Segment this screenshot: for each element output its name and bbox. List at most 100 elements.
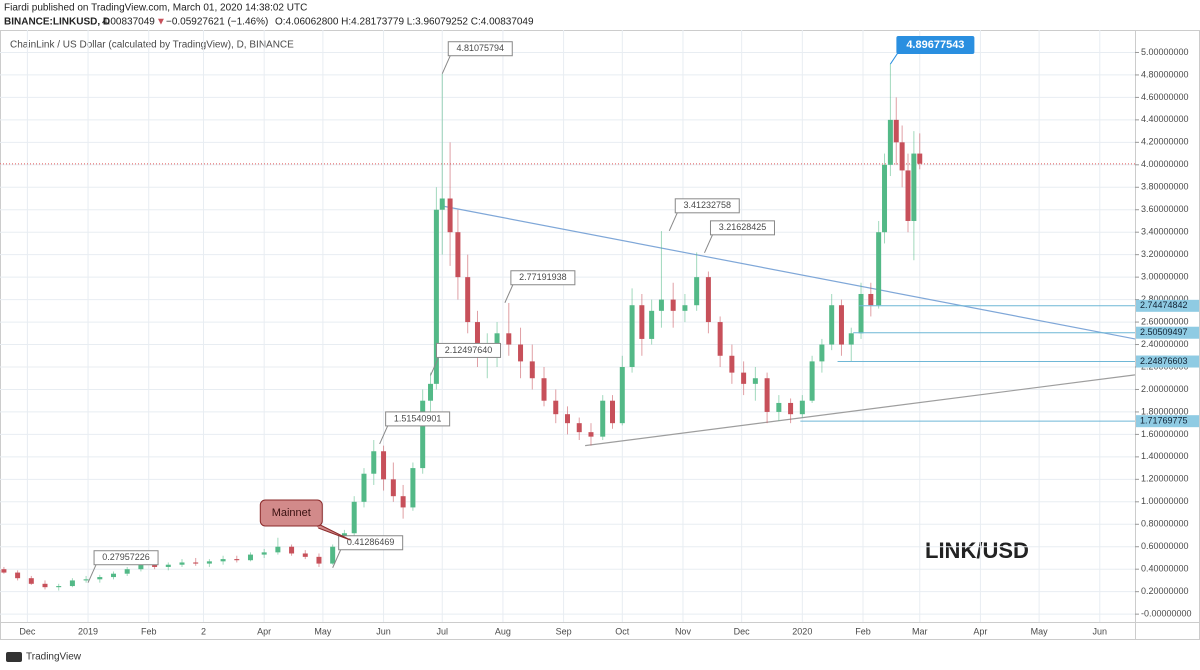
candle-body xyxy=(610,400,616,424)
candle-body xyxy=(433,209,439,384)
candle-body xyxy=(799,400,805,415)
y-tick-label: 3.20000000 xyxy=(1141,249,1189,259)
y-tick-label: 4.20000000 xyxy=(1141,137,1189,147)
candle-body xyxy=(682,305,688,311)
pointer xyxy=(441,55,451,74)
candle-body xyxy=(619,367,625,424)
x-tick-label: Jun xyxy=(376,626,391,636)
candle-body xyxy=(316,556,322,564)
change: −0.05927621 (−1.46%) xyxy=(166,17,268,28)
candle-body xyxy=(529,361,535,379)
candle-body xyxy=(15,572,21,579)
candle-body xyxy=(819,344,825,362)
level-label: 2.50509497 xyxy=(1140,327,1188,337)
high-label: 4.89677543 xyxy=(906,39,964,51)
chart-title: ChainLink / US Dollar (calculated by Tra… xyxy=(10,40,294,51)
price-label: 2.12497640 xyxy=(445,345,493,355)
price-label-box xyxy=(674,198,740,214)
candle-body xyxy=(247,554,253,561)
candle-body xyxy=(788,402,794,415)
candle-body xyxy=(729,355,735,373)
x-tick-label: Mar xyxy=(912,626,928,636)
candle-body xyxy=(518,344,524,362)
y-tick-label: -0.00000000 xyxy=(1141,609,1192,619)
candle-body xyxy=(220,559,226,562)
candle-body xyxy=(494,333,500,345)
candle-body xyxy=(138,563,144,570)
candle-body xyxy=(302,553,308,557)
candle-body xyxy=(576,423,582,433)
candle-body xyxy=(381,451,387,480)
candle-body xyxy=(465,277,471,323)
candle-body xyxy=(330,546,336,564)
candle-body xyxy=(400,496,406,508)
price-label: 3.41232758 xyxy=(683,200,731,210)
candle-body xyxy=(455,232,461,278)
publisher: Fiardi published on TradingView.com, Mar… xyxy=(4,3,307,14)
candle-body xyxy=(848,333,854,345)
pointer xyxy=(504,284,514,303)
candle-body xyxy=(289,546,295,554)
price-label-box xyxy=(447,41,513,57)
candle-body xyxy=(83,579,89,581)
price-label: 0.41286469 xyxy=(347,537,395,547)
y-tick-label: 3.40000000 xyxy=(1141,227,1189,237)
level-label: 1.71769775 xyxy=(1140,416,1188,426)
candle-body xyxy=(42,583,48,588)
price-label: 0.27957226 xyxy=(102,552,150,562)
price-label: 1.51540901 xyxy=(394,413,442,423)
candle-body xyxy=(1,569,7,573)
y-tick-label: 1.20000000 xyxy=(1141,474,1189,484)
ohlc: O:4.06062800 H:4.28173779 L:3.96079252 C… xyxy=(275,17,534,28)
candle-body xyxy=(124,569,130,574)
logo xyxy=(6,652,22,662)
candle-body xyxy=(911,153,917,221)
x-tick-label: Feb xyxy=(855,626,871,636)
candle-body xyxy=(420,400,426,469)
candle-body xyxy=(917,153,923,164)
candle-body xyxy=(752,378,758,384)
trend-line xyxy=(444,205,1136,340)
y-tick-label: 4.60000000 xyxy=(1141,92,1189,102)
x-tick-label: Sep xyxy=(556,626,572,636)
level-box xyxy=(1136,299,1199,312)
candle-body xyxy=(741,372,747,384)
arrow: ▼ xyxy=(156,17,166,28)
y-tick-label: 2.40000000 xyxy=(1141,339,1189,349)
footer: TradingView xyxy=(26,652,82,663)
level-box xyxy=(1136,326,1199,339)
candle-body xyxy=(717,322,723,356)
y-tick-label: 4.00000000 xyxy=(1141,159,1189,169)
candle-body xyxy=(658,299,664,311)
x-tick-label: 2020 xyxy=(792,626,812,636)
x-tick-label: Oct xyxy=(615,626,630,636)
candle-body xyxy=(553,400,559,415)
price-label-box xyxy=(385,411,451,427)
x-tick-label: May xyxy=(1031,626,1049,636)
candle-body xyxy=(165,564,171,567)
x-tick-label: Dec xyxy=(19,626,36,636)
x-tick-label: Jul xyxy=(437,626,449,636)
pointer xyxy=(704,234,713,254)
x-tick-label: Feb xyxy=(141,626,157,636)
candle-body xyxy=(275,546,281,553)
candle-body xyxy=(361,473,367,502)
symbol: BINANCE:LINKUSD, D xyxy=(4,17,110,28)
price-label-box xyxy=(436,342,502,358)
candle-body xyxy=(565,414,570,424)
candle-body xyxy=(179,562,185,565)
x-tick-label: May xyxy=(314,626,332,636)
y-tick-label: 4.80000000 xyxy=(1141,69,1189,79)
candle-body xyxy=(893,119,899,143)
candle-body xyxy=(390,479,396,497)
candle-body xyxy=(541,378,547,401)
candle-body xyxy=(838,305,844,345)
candle-body xyxy=(261,552,267,555)
x-tick-label: Dec xyxy=(734,626,751,636)
candle-body xyxy=(439,198,445,210)
candle-body xyxy=(371,451,377,474)
candle-body xyxy=(905,170,911,221)
x-tick-label: Jun xyxy=(1093,626,1108,636)
candle-body xyxy=(829,305,835,345)
